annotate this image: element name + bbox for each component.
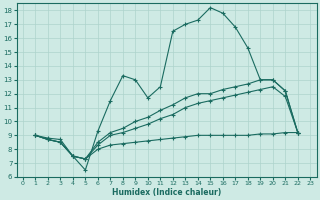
X-axis label: Humidex (Indice chaleur): Humidex (Indice chaleur) <box>112 188 221 197</box>
